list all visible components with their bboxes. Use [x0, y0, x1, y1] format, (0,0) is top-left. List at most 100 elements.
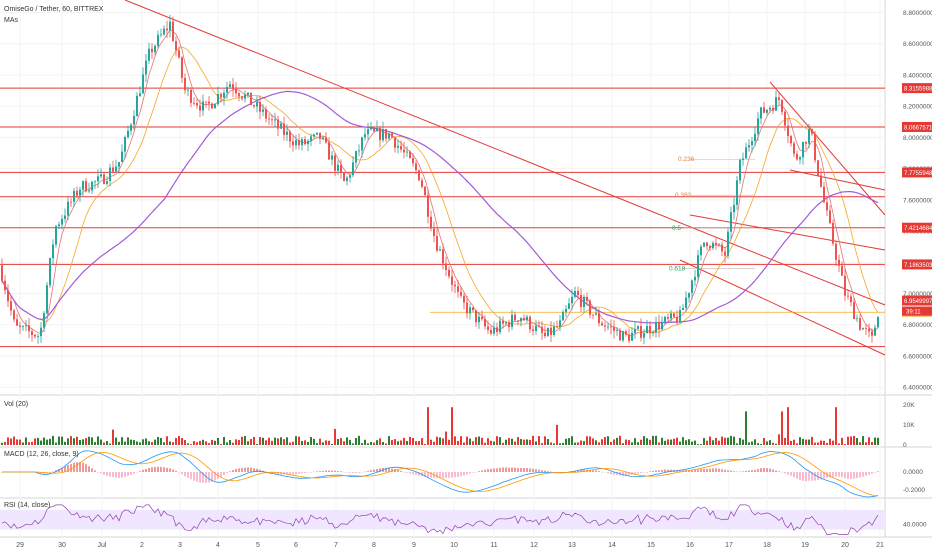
- candle-body: [553, 326, 555, 335]
- macd-hist: [787, 472, 789, 475]
- candle-body: [256, 102, 258, 107]
- volume-bar: [784, 437, 786, 445]
- volume-bar: [703, 438, 705, 445]
- candle-body: [790, 136, 792, 144]
- volume-bar: [229, 439, 231, 445]
- candle-body: [235, 89, 237, 94]
- candle-body: [616, 330, 618, 331]
- volume-bar: [79, 440, 81, 445]
- macd-hist: [553, 471, 555, 473]
- macd-hist: [802, 472, 804, 481]
- macd-hist: [877, 471, 879, 472]
- volume-bar: [832, 440, 834, 445]
- candle-body: [274, 119, 276, 121]
- candle-body: [655, 321, 657, 333]
- macd-hist: [604, 472, 606, 473]
- macd-hist: [409, 472, 411, 474]
- candle-body: [148, 48, 150, 61]
- macd-hist: [661, 469, 663, 472]
- x-tick-label: 3: [178, 542, 182, 549]
- macd-hist: [805, 472, 807, 482]
- volume-bar: [550, 442, 552, 445]
- candle-body: [145, 60, 147, 75]
- volume-bar: [343, 441, 345, 445]
- x-tick-label: 18: [763, 542, 771, 549]
- candle-body: [202, 101, 204, 111]
- candle-body: [397, 145, 399, 148]
- volume-bar: [556, 424, 558, 445]
- volume-bar: [103, 442, 105, 445]
- macd-hist: [646, 471, 648, 473]
- macd-hist: [610, 472, 612, 475]
- candle-body: [166, 28, 168, 31]
- volume-bar: [67, 438, 69, 445]
- macd-hist: [256, 468, 258, 472]
- candle-body: [559, 320, 561, 327]
- current-price-tag: [902, 295, 932, 306]
- volume-bar: [283, 439, 285, 445]
- candle-body: [247, 92, 249, 95]
- macd-hist: [778, 471, 780, 472]
- volume-bar: [394, 439, 396, 445]
- candle-body: [232, 84, 234, 90]
- candle-body: [28, 325, 30, 332]
- volume-bar: [292, 441, 294, 445]
- volume-bar: [577, 442, 579, 445]
- volume-bar: [31, 441, 33, 445]
- volume-tick-label: 10K: [903, 422, 915, 429]
- volume-bar: [85, 438, 87, 445]
- candle-body: [430, 216, 432, 229]
- volume-bar: [799, 437, 801, 445]
- volume-bar: [481, 437, 483, 445]
- candle-body: [418, 170, 420, 181]
- macd-hist: [427, 472, 429, 478]
- volume-bar: [826, 442, 828, 445]
- candle-body: [295, 140, 297, 146]
- macd-hist: [826, 472, 828, 478]
- candle-body: [379, 127, 381, 141]
- candle-body: [442, 249, 444, 264]
- candle-body: [466, 302, 468, 314]
- volume-bar: [535, 441, 537, 445]
- candle-body: [358, 150, 360, 152]
- volume-bar: [835, 407, 837, 445]
- volume-bar: [691, 441, 693, 445]
- macd-hist: [91, 468, 93, 472]
- volume-bar: [256, 444, 258, 445]
- volume-bar: [349, 439, 351, 445]
- macd-hist: [505, 467, 507, 472]
- candle-body: [517, 320, 519, 322]
- volume-bar: [151, 442, 153, 445]
- macd-hist: [304, 472, 306, 474]
- macd-hist: [496, 468, 498, 472]
- candle-body: [322, 137, 324, 139]
- macd-hist: [694, 469, 696, 472]
- candle-body: [832, 222, 834, 244]
- macd-hist: [349, 472, 351, 473]
- macd-hist: [796, 472, 798, 479]
- volume-bar: [316, 443, 318, 445]
- candle-body: [868, 328, 870, 332]
- candle-body: [22, 326, 24, 327]
- macd-hist: [775, 470, 777, 472]
- x-tick-label: 12: [530, 542, 538, 549]
- candle-body: [214, 104, 216, 109]
- volume-bar: [220, 443, 222, 445]
- volume-bar: [559, 443, 561, 445]
- volume-bar: [496, 436, 498, 445]
- candle-body: [721, 244, 723, 252]
- volume-bar: [268, 437, 270, 445]
- macd-hist: [343, 471, 345, 473]
- macd-hist: [793, 472, 795, 478]
- macd-hist: [745, 470, 747, 472]
- candle-body: [373, 128, 375, 132]
- candle-body: [40, 327, 42, 337]
- volume-bar: [679, 441, 681, 445]
- volume-bar: [64, 441, 66, 445]
- volume-bar: [610, 441, 612, 445]
- candle-body: [529, 316, 531, 330]
- macd-hist: [82, 462, 84, 472]
- macd-hist: [325, 470, 327, 472]
- candle-body: [700, 246, 702, 256]
